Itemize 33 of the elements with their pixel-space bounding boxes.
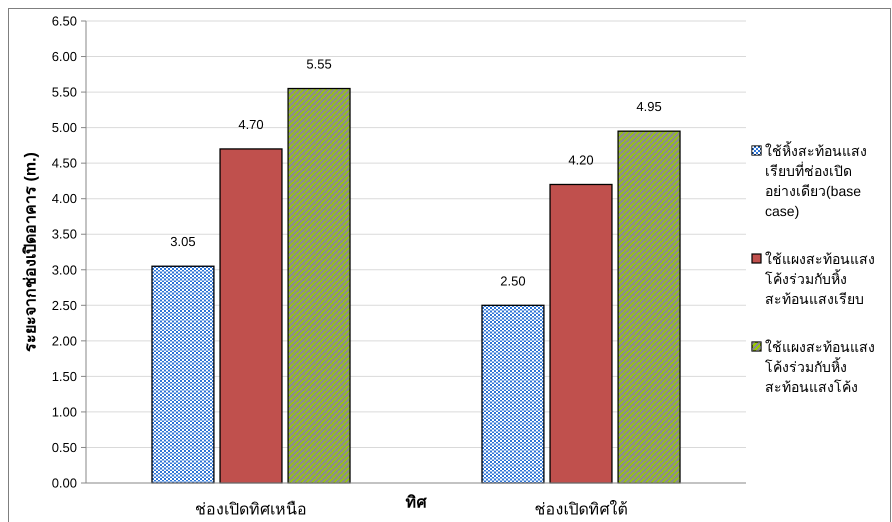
bar — [549, 184, 613, 484]
y-tick-label: 1.50 — [52, 368, 77, 384]
y-tick-label: 5.50 — [52, 84, 77, 100]
data-label: 2.50 — [500, 273, 526, 288]
bar — [481, 304, 545, 484]
y-tick-label: 0.50 — [52, 440, 77, 455]
y-tick-label: 4.50 — [52, 156, 77, 171]
x-axis-title: ทิศ — [406, 494, 428, 512]
bar — [617, 130, 681, 484]
x-tick-label: ช่องเปิดทิศเหนือ — [195, 500, 307, 518]
bar — [287, 88, 351, 484]
y-tick-label: 5.00 — [52, 120, 77, 136]
y-tick-label: 1.00 — [52, 404, 77, 420]
data-label: 3.05 — [170, 234, 196, 250]
y-axis-title: ระยะจากช่องเปิดอาคาร (m.) — [22, 152, 40, 352]
y-tick-label: 3.50 — [52, 226, 77, 242]
legend-label: ใช้หิ้งสะท้อนแสงเรียบที่ช่องเปิดอย่างเดียว(base case) — [765, 141, 867, 219]
data-label: 5.55 — [306, 56, 332, 72]
data-label: 4.95 — [636, 99, 662, 114]
y-tick-label: 0.00 — [52, 476, 77, 490]
y-tick-label: 2.00 — [52, 333, 77, 348]
bar — [219, 148, 283, 484]
x-tick-label: ช่องเปิดทิศใต้ — [534, 500, 628, 518]
legend-label: ใช้แผงสะท้อนแสงโค้งร่วมกับหิ้งสะท้อนแสงโค้ง — [765, 339, 875, 395]
bar — [151, 266, 215, 484]
y-tick-label: 2.50 — [52, 298, 77, 313]
y-tick-label: 3.00 — [52, 262, 77, 278]
y-tick-label: 6.50 — [52, 14, 77, 28]
y-tick-label: 4.00 — [52, 191, 77, 206]
legend-label: ใช้แผงสะท้อนแสงโค้งร่วมกับหิ้งสะท้อนแสงเรียบ — [765, 251, 875, 307]
data-label: 4.20 — [568, 152, 594, 168]
data-label: 4.70 — [238, 116, 264, 132]
y-tick-label: 6.00 — [52, 49, 77, 64]
